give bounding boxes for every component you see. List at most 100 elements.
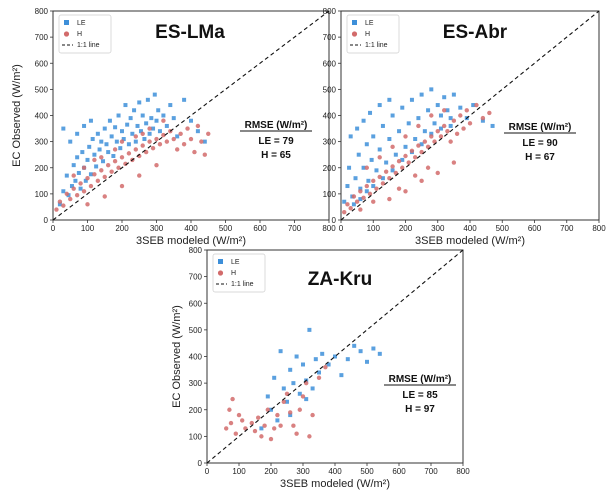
legend-label-le: LE (365, 20, 374, 27)
data-point-le (164, 123, 169, 128)
data-point-le (168, 103, 173, 108)
data-point-le (435, 103, 440, 108)
legend-marker-h (217, 270, 224, 276)
data-point-h (71, 173, 76, 178)
legend-label-1to1: 1:1 line (231, 281, 254, 288)
data-point-h (81, 165, 87, 170)
legend-box (346, 14, 400, 54)
data-point-h (438, 134, 444, 139)
data-point-h (175, 147, 180, 152)
data-point-le (182, 97, 187, 102)
y-tick-label: 500 (323, 85, 337, 94)
data-point-le (128, 116, 133, 121)
data-point-h (71, 186, 76, 191)
data-point-h (307, 434, 312, 439)
data-point-le (75, 155, 80, 160)
data-point-h (240, 418, 245, 423)
data-point-le (132, 108, 137, 113)
data-point-h (345, 202, 350, 207)
data-point-le (365, 359, 369, 364)
data-point-h (233, 431, 238, 436)
data-point-h (396, 159, 402, 164)
y-tick-label: 800 (323, 7, 337, 16)
legend-label-le: LE (77, 20, 86, 27)
data-point-le (438, 126, 443, 131)
data-point-h (140, 131, 145, 136)
data-point-le (285, 399, 289, 404)
data-point-h (157, 142, 163, 147)
data-point-h (458, 113, 463, 118)
data-point-h (88, 183, 94, 189)
data-point-le (348, 134, 353, 139)
data-point-le (114, 139, 119, 144)
data-point-le (278, 349, 283, 354)
data-point-le (154, 118, 159, 123)
data-point-le (144, 121, 149, 126)
data-point-le (380, 123, 385, 128)
data-point-h (390, 144, 395, 150)
data-point-le (133, 139, 138, 144)
data-point-h (467, 121, 473, 126)
chart-panel-0: 0010010020020030030040040050050060060070… (11, 7, 336, 247)
x-tick-label: 400 (328, 467, 342, 476)
data-point-le (403, 144, 408, 149)
data-point-le (99, 139, 104, 144)
data-point-h (403, 189, 408, 194)
data-point-le (400, 157, 405, 162)
data-point-le (61, 189, 66, 194)
data-point-h (236, 412, 242, 418)
data-point-le (120, 129, 124, 134)
data-point-h (291, 423, 296, 428)
data-point-le (92, 152, 97, 157)
x-tick-label: 600 (253, 224, 267, 233)
data-point-le (380, 176, 385, 181)
data-point-h (435, 170, 440, 176)
data-point-le (175, 134, 180, 139)
x-tick-label: 600 (528, 224, 542, 233)
data-point-h (300, 394, 306, 399)
data-point-h (181, 142, 187, 147)
data-point-le (358, 186, 363, 191)
data-point-le (151, 126, 156, 131)
data-point-h (85, 176, 90, 181)
data-point-h (406, 160, 411, 165)
data-point-le (390, 113, 395, 118)
data-point-h (380, 181, 386, 186)
data-point-le (313, 357, 318, 362)
one-to-one-line (52, 10, 330, 221)
data-point-h (396, 186, 402, 191)
legend-box (212, 253, 266, 293)
data-point-le (195, 129, 200, 134)
data-point-h (371, 178, 376, 184)
y-tick-label: 200 (35, 164, 49, 173)
data-point-le (333, 354, 337, 359)
y-tick-label: 500 (189, 326, 203, 335)
data-point-h (374, 186, 379, 191)
one-to-one-line (340, 10, 600, 221)
data-point-le (400, 105, 405, 110)
data-point-h (154, 162, 159, 168)
data-point-le (94, 164, 99, 169)
x-tick-label: 100 (232, 467, 246, 476)
x-tick-label: 400 (463, 224, 477, 233)
data-point-le (364, 142, 369, 147)
data-point-h (435, 128, 440, 134)
data-point-le (82, 123, 87, 128)
data-point-h (252, 428, 258, 434)
data-point-le (371, 134, 376, 139)
data-point-le (73, 178, 78, 183)
data-point-le (409, 97, 414, 102)
data-point-h (487, 110, 492, 116)
data-point-le (281, 386, 286, 391)
data-point-h (74, 192, 80, 198)
data-point-h (61, 203, 66, 208)
data-point-h (445, 128, 450, 134)
data-point-le (432, 121, 437, 126)
legend-label-h: H (231, 270, 236, 277)
y-tick-label: 700 (35, 33, 49, 42)
data-point-le (406, 121, 411, 126)
data-point-le (61, 126, 66, 131)
data-point-le (374, 168, 379, 173)
data-point-h (464, 108, 469, 113)
